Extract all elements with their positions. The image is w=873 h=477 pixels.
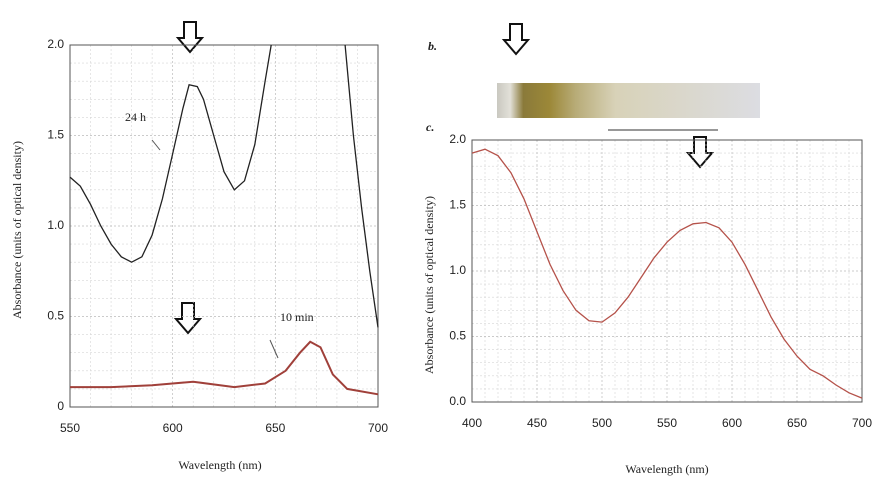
y-tick-label: 2.0 [449,132,466,146]
x-tick-label: 600 [722,416,742,430]
panel-label: c. [426,120,434,134]
leader [151,139,161,151]
arrow [687,136,713,168]
x-tick-label: 700 [368,421,388,435]
leader [269,339,279,359]
arrow [503,23,529,55]
y-tick-label: 0 [57,399,64,413]
x-tick-label: 650 [787,416,807,430]
y-tick-label: 0.5 [449,329,466,343]
x-tick-label: 550 [657,416,677,430]
y-tick-label: 0.0 [449,394,466,408]
y-tick-label: 1.5 [47,128,64,142]
x-tick-label: 700 [852,416,872,430]
y-axis-label: Absorbance (units of optical density) [422,196,436,374]
y-tick-label: 0.5 [47,309,64,323]
curve-label: 24 h [125,110,146,124]
y-tick-label: 1.5 [449,198,466,212]
x-tick-label: 500 [592,416,612,430]
panel-label: b. [428,39,437,53]
y-tick-label: 1.0 [449,263,466,277]
x-tick-label: 600 [163,421,183,435]
x-tick-label: 550 [60,421,80,435]
x-axis-label: Wavelength (nm) [178,458,261,472]
x-tick-label: 450 [527,416,547,430]
spectrum-line [69,44,379,328]
spectrum-line [70,340,379,396]
y-tick-label: 1.0 [47,218,64,232]
arrow [175,302,201,334]
y-tick-label: 2.0 [47,37,64,51]
sample-strip [497,83,760,118]
spectrum-line [471,148,863,399]
x-tick-label: 650 [265,421,285,435]
curve-label: 10 min [280,310,314,324]
plot-frame [69,44,379,408]
y-axis-label: Absorbance (units of optical density) [10,141,24,319]
arrow [177,21,203,53]
x-tick-label: 400 [462,416,482,430]
plot-frame [471,139,863,403]
x-axis-label: Wavelength (nm) [625,462,708,476]
